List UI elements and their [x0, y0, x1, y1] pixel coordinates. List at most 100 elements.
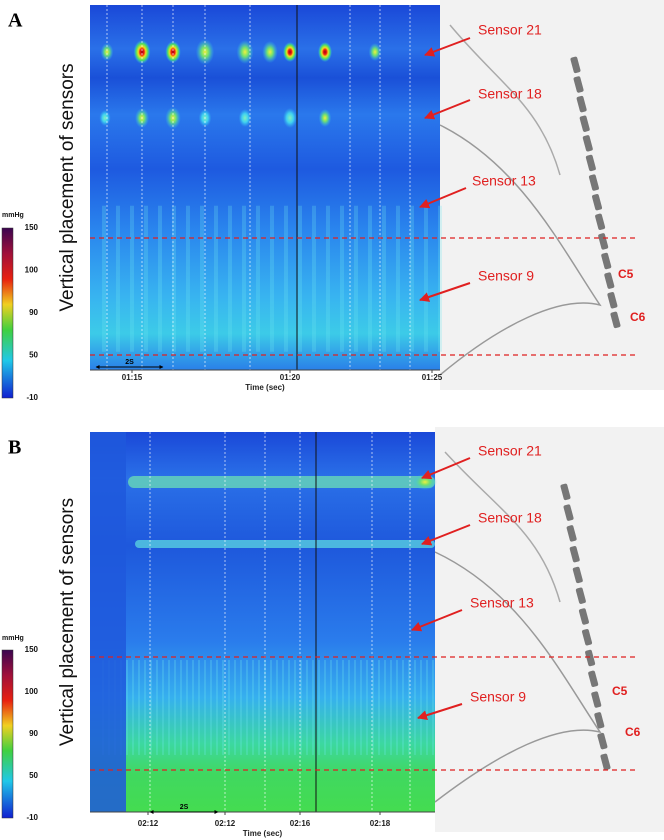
pressure-streak [318, 660, 320, 755]
pressure-streak [282, 660, 284, 755]
sensor-arrow [419, 187, 467, 209]
y-axis-label: Vertical placement of sensors [57, 63, 78, 311]
sensor-arrow [411, 609, 463, 632]
vertebra-segment [582, 629, 593, 646]
colorbar-tick-label: 90 [29, 729, 38, 738]
pressure-streak [402, 660, 404, 755]
vertebra-segment [598, 233, 609, 250]
pressure-spot [262, 41, 278, 63]
pressure-streak [240, 660, 242, 755]
vertebra-segment [588, 174, 599, 191]
pressure-streak [390, 660, 392, 755]
pressure-spot [133, 40, 151, 64]
vertebra-label: C6 [625, 725, 641, 739]
colorbar-unit: mmHg [2, 635, 24, 642]
pressure-streak [222, 660, 224, 755]
pressure-streak [168, 660, 170, 755]
pressure-streak [354, 660, 356, 755]
vertebra-segment [594, 712, 605, 729]
pressure-streak [186, 205, 190, 352]
vertebra-segment [592, 193, 603, 211]
pressure-streak [186, 660, 188, 755]
pressure-streak [144, 205, 148, 352]
pressure-spot [195, 39, 215, 65]
panel: 02:12 02:12 02:16 02:18 Time (sec) 2S B Vertica… [1, 427, 664, 838]
sensor-label: Sensor 9 [478, 268, 534, 284]
scale-bar-label: 2S [180, 804, 189, 811]
pressure-streak [126, 660, 128, 755]
scale-bar-label: 2S [125, 359, 134, 366]
x-axis-label: Time (sec) [245, 383, 285, 392]
pressure-streak [264, 660, 266, 755]
pressure-streak [228, 660, 230, 755]
y-axis-label: Vertical placement of sensors [57, 498, 78, 746]
x-tick-label: 01:15 [122, 373, 143, 382]
pressure-streak [426, 660, 428, 755]
sensor-arrow [417, 703, 463, 721]
pressure-spot [318, 42, 332, 62]
pressure-streak [342, 660, 344, 755]
pressure-streak [284, 205, 288, 352]
colorbar-tick-label: -10 [26, 393, 38, 402]
pressure-streak [396, 205, 400, 352]
pressure-spot [236, 40, 254, 64]
sensor-label: Sensor 21 [478, 443, 542, 459]
pressure-streak [348, 660, 350, 755]
vertebra-segment [560, 483, 571, 501]
pressure-spot [318, 109, 332, 127]
sensor-label: Sensor 13 [472, 173, 536, 189]
colorbar-tick-label: 50 [29, 771, 38, 780]
xray-contour [439, 124, 602, 376]
vertebra-segment [566, 525, 577, 542]
x-tick-label: 02:12 [215, 819, 236, 828]
pressure-streak [336, 660, 338, 755]
x-tick-label: 01:25 [422, 373, 443, 382]
pressure-streak [130, 205, 134, 352]
pressure-spot [283, 42, 297, 62]
pressure-spot [165, 41, 181, 63]
xray-image [435, 427, 664, 832]
panel-label: B [8, 437, 21, 459]
vertebra-label: C5 [618, 267, 634, 281]
pressure-streak [288, 660, 290, 755]
pressure-streak [270, 205, 274, 352]
pressure-streak [324, 660, 326, 755]
pressure-streak [158, 205, 162, 352]
pressure-streak [234, 660, 236, 755]
pressure-streak [294, 660, 296, 755]
colorbar-tick-label: 150 [25, 223, 39, 232]
pressure-streak [354, 205, 358, 352]
pressure-streak [414, 660, 416, 755]
panel: 01:15 01:20 01:25 Time (sec) 2S A Vertical pla… [1, 0, 664, 402]
sensor-label: Sensor 9 [470, 689, 526, 705]
pressure-spot [283, 108, 297, 128]
colorbar [1, 649, 14, 819]
pressure-streak [144, 660, 146, 755]
vertebra-segment [579, 115, 590, 132]
vertebra-segment [575, 587, 586, 604]
pressure-region [90, 432, 126, 812]
vertebra-segment [573, 76, 584, 93]
pressure-streak [396, 660, 398, 755]
vertebra-segment [591, 691, 602, 708]
pressure-heatmap [90, 432, 435, 812]
pressure-streak [438, 205, 442, 352]
sensor-arrow [424, 37, 471, 57]
vertebra-segment [563, 504, 574, 521]
colorbar-tick-label: 100 [25, 266, 39, 275]
pressure-streak [200, 205, 204, 352]
pressure-streak [150, 660, 152, 755]
x-axis-label: Time (sec) [243, 829, 283, 838]
pressure-streak [256, 205, 260, 352]
pressure-streak [210, 660, 212, 755]
vertebra-label: C6 [630, 310, 646, 324]
vertebra-segment [601, 252, 612, 270]
pressure-streak [330, 660, 332, 755]
pressure-streak [312, 660, 314, 755]
xray-image [440, 0, 664, 390]
vertebra-label: C5 [612, 684, 628, 698]
vertebra-segment [588, 670, 599, 687]
sensor-label: Sensor 18 [478, 86, 542, 102]
sensor-label: Sensor 21 [478, 22, 542, 38]
pressure-streak [138, 660, 140, 755]
